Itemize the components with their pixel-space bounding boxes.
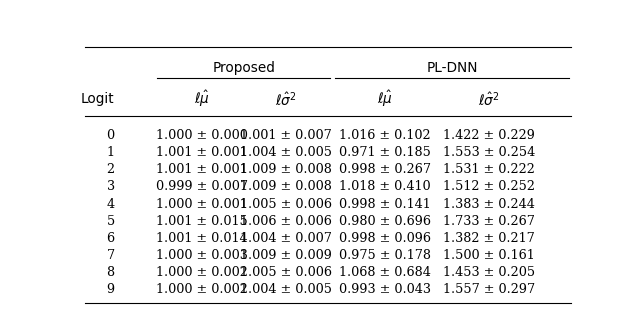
Text: 1.016 ± 0.102: 1.016 ± 0.102 [339,129,431,142]
Text: 1.553 ± 0.254: 1.553 ± 0.254 [443,146,535,159]
Text: 1.733 ± 0.267: 1.733 ± 0.267 [444,215,535,228]
Text: 1.557 ± 0.297: 1.557 ± 0.297 [443,283,535,296]
Text: 1.383 ± 0.244: 1.383 ± 0.244 [444,198,535,211]
Text: 1.500 ± 0.161: 1.500 ± 0.161 [444,249,535,262]
Text: 1.001 ± 0.001: 1.001 ± 0.001 [156,163,247,176]
Text: 6: 6 [107,232,115,245]
Text: 8: 8 [107,266,115,279]
Text: 1.001 ± 0.015: 1.001 ± 0.015 [156,215,248,228]
Text: 0.998 ± 0.267: 0.998 ± 0.267 [339,163,431,176]
Text: 1.512 ± 0.252: 1.512 ± 0.252 [443,181,535,193]
Text: 1.009 ± 0.008: 1.009 ± 0.008 [240,181,332,193]
Text: 1.000 ± 0.002: 1.000 ± 0.002 [156,266,248,279]
Text: 0.980 ± 0.696: 0.980 ± 0.696 [339,215,431,228]
Text: Proposed: Proposed [212,61,275,75]
Text: $\ell\hat{\mu}$: $\ell\hat{\mu}$ [377,89,393,110]
Text: 2: 2 [107,163,115,176]
Text: PL-DNN: PL-DNN [426,61,477,75]
Text: 1.004 ± 0.005: 1.004 ± 0.005 [240,146,332,159]
Text: 1: 1 [107,146,115,159]
Text: 1.382 ± 0.217: 1.382 ± 0.217 [444,232,535,245]
Text: 5: 5 [106,215,115,228]
Text: 7: 7 [107,249,115,262]
Text: 0.998 ± 0.141: 0.998 ± 0.141 [339,198,431,211]
Text: 1.006 ± 0.006: 1.006 ± 0.006 [240,215,332,228]
Text: 1.009 ± 0.008: 1.009 ± 0.008 [240,163,332,176]
Text: 1.000 ± 0.001: 1.000 ± 0.001 [156,198,248,211]
Text: 9: 9 [107,283,115,296]
Text: $\ell\hat{\sigma}^2$: $\ell\hat{\sigma}^2$ [478,90,500,108]
Text: 1.000 ± 0.002: 1.000 ± 0.002 [156,283,248,296]
Text: 1.004 ± 0.005: 1.004 ± 0.005 [240,283,332,296]
Text: 0.999 ± 0.007: 0.999 ± 0.007 [156,181,248,193]
Text: 1.068 ± 0.684: 1.068 ± 0.684 [339,266,431,279]
Text: 1.001 ± 0.001: 1.001 ± 0.001 [156,146,247,159]
Text: 1.422 ± 0.229: 1.422 ± 0.229 [444,129,535,142]
Text: 0.993 ± 0.043: 0.993 ± 0.043 [339,283,431,296]
Text: 1.004 ± 0.007: 1.004 ± 0.007 [240,232,332,245]
Text: 4: 4 [107,198,115,211]
Text: 1.001 ± 0.007: 1.001 ± 0.007 [240,129,332,142]
Text: 1.000 ± 0.003: 1.000 ± 0.003 [156,249,248,262]
Text: 1.001 ± 0.014: 1.001 ± 0.014 [156,232,247,245]
Text: Logit: Logit [81,92,115,106]
Text: 1.453 ± 0.205: 1.453 ± 0.205 [443,266,535,279]
Text: 0.971 ± 0.185: 0.971 ± 0.185 [339,146,431,159]
Text: 1.005 ± 0.006: 1.005 ± 0.006 [240,198,332,211]
Text: 0: 0 [107,129,115,142]
Text: 1.009 ± 0.009: 1.009 ± 0.009 [240,249,332,262]
Text: 1.000 ± 0.000: 1.000 ± 0.000 [156,129,248,142]
Text: 0.975 ± 0.178: 0.975 ± 0.178 [339,249,431,262]
Text: 1.005 ± 0.006: 1.005 ± 0.006 [240,266,332,279]
Text: 1.018 ± 0.410: 1.018 ± 0.410 [339,181,431,193]
Text: $\ell\hat{\sigma}^2$: $\ell\hat{\sigma}^2$ [275,90,297,108]
Text: 0.998 ± 0.096: 0.998 ± 0.096 [339,232,431,245]
Text: 1.531 ± 0.222: 1.531 ± 0.222 [444,163,535,176]
Text: $\ell\hat{\mu}$: $\ell\hat{\mu}$ [193,89,209,110]
Text: 3: 3 [107,181,115,193]
